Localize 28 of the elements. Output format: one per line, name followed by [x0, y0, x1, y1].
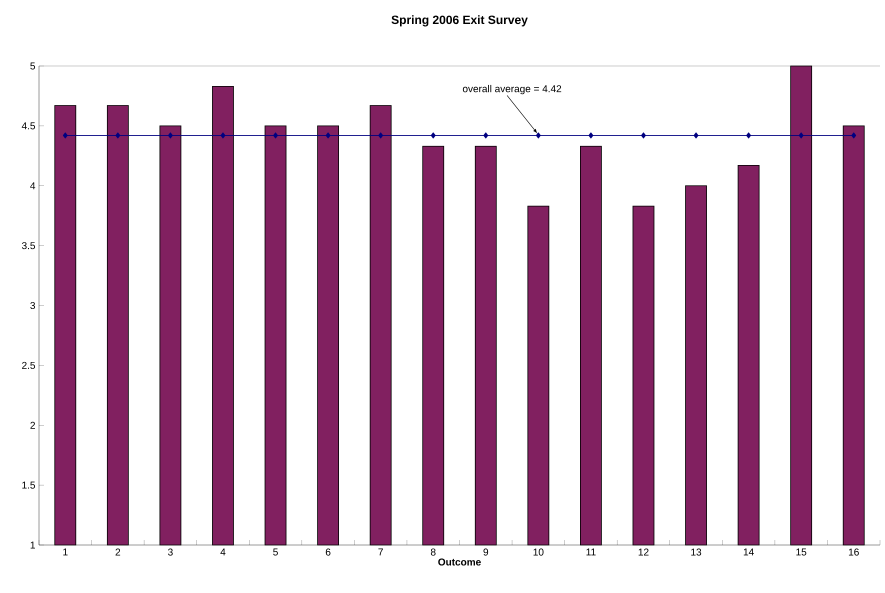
y-tick-label: 3 — [30, 302, 36, 310]
x-tick-label: 8 — [430, 548, 436, 556]
x-tick-label: 12 — [638, 548, 649, 556]
x-tick-label: 6 — [326, 548, 330, 556]
x-tick-label: 10 — [534, 548, 544, 556]
y-tick-label: 3.5 — [22, 242, 36, 250]
y-tick-label: 1.5 — [22, 482, 36, 489]
x-tick-label: 5 — [273, 548, 278, 556]
chart-title: Spring 2006 Exit Survey — [391, 15, 528, 26]
x-tick-label: 9 — [483, 548, 488, 556]
x-tick-label: 15 — [796, 548, 806, 556]
y-tick-label: 4 — [30, 182, 36, 190]
y-tick-label: 5 — [30, 62, 36, 70]
x-tick-label: 7 — [378, 548, 383, 556]
x-tick-label: 13 — [691, 548, 702, 556]
y-tick-label: 2 — [30, 422, 35, 429]
x-tick-label: 2 — [116, 548, 120, 556]
x-tick-label: 11 — [586, 548, 596, 556]
x-axis-title: Outcome — [438, 558, 481, 566]
x-tick-label: 1 — [63, 548, 68, 556]
x-tick-label: 4 — [220, 548, 226, 556]
x-tick-label: 14 — [744, 548, 754, 556]
annotation: overall average = 4.42 — [462, 84, 562, 94]
y-tick-label: 2.5 — [22, 362, 36, 369]
y-tick-label: 4.5 — [22, 122, 36, 130]
y-tick-label: 1 — [30, 542, 35, 548]
x-tick-label: 3 — [168, 548, 173, 556]
x-tick-label: 16 — [848, 548, 859, 556]
